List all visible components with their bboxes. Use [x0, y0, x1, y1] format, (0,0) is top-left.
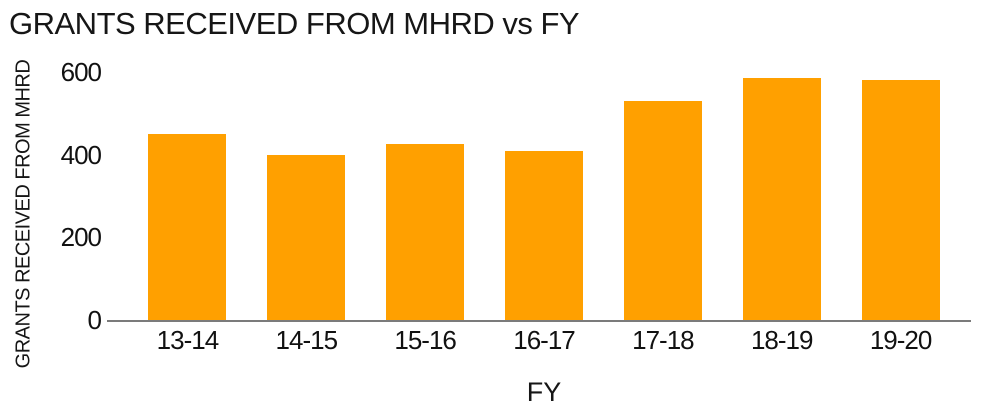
y-tick-label: 0: [87, 305, 103, 335]
bar-band: [247, 0, 366, 320]
y-tick-label: 200: [60, 222, 102, 253]
bar-band: [128, 0, 247, 320]
x-tick-label: 19-20: [869, 325, 932, 355]
x-tick-label: 16-17: [513, 325, 575, 355]
bar: [505, 150, 583, 320]
bar-band: [722, 0, 841, 320]
bar: [742, 78, 821, 320]
x-tick-label: 13-14: [156, 325, 219, 355]
x-tick-label: 14-15: [275, 325, 338, 355]
y-tick-labels: 0 200 400 600: [0, 0, 103, 412]
bar-band: [603, 0, 722, 320]
y-tick-label: 600: [60, 57, 102, 87]
x-axis-line: [107, 320, 971, 322]
bar: [148, 134, 227, 320]
bar-band: [366, 0, 485, 320]
x-axis-title: FY: [526, 377, 562, 407]
plot-area: [128, 0, 960, 320]
bar: [623, 100, 702, 320]
x-tick-labels: 13-14 14-15 15-16 16-17 17-18 18-19 19-20: [128, 327, 960, 353]
bar: [861, 80, 940, 320]
x-tick-label: 17-18: [632, 325, 694, 355]
x-tick-label: 15-16: [394, 325, 456, 355]
bar-band: [485, 0, 604, 320]
bar: [386, 144, 465, 320]
x-tick-label: 18-19: [750, 325, 813, 355]
bar-band: [841, 0, 960, 320]
chart-title: GRANTS RECEIVED FROM MHRD vs FY: [9, 6, 580, 41]
bar: [267, 154, 346, 320]
y-tick-label: 400: [60, 139, 102, 170]
